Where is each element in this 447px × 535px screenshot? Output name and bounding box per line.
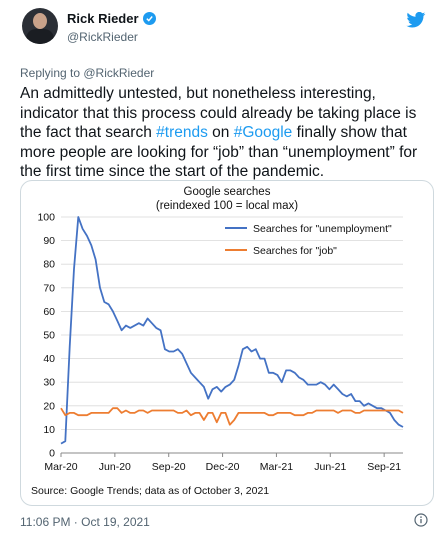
chart-gridlines bbox=[61, 216, 403, 430]
series-unemployment-line bbox=[60, 216, 404, 445]
legend-label: Searches for "unemployment" bbox=[253, 223, 392, 235]
y-tick-label: 10 bbox=[43, 424, 55, 436]
chart-image[interactable]: Google searches (reindexed 100 = local m… bbox=[20, 180, 434, 506]
y-tick-label: 20 bbox=[43, 400, 55, 412]
y-tick-label: 80 bbox=[43, 259, 55, 271]
author-name-line[interactable]: Rick Rieder bbox=[67, 11, 156, 26]
twitter-bird-icon[interactable] bbox=[406, 12, 426, 28]
avatar[interactable] bbox=[22, 8, 58, 44]
legend-label: Searches for "job" bbox=[253, 245, 337, 257]
avatar-suit bbox=[26, 29, 54, 44]
x-tick-label: Jun-21 bbox=[314, 461, 346, 473]
chart-subtitle: (reindexed 100 = local max) bbox=[156, 200, 298, 212]
series-job-line bbox=[60, 407, 404, 426]
y-tick-label: 60 bbox=[43, 306, 55, 318]
chart-series bbox=[60, 216, 404, 445]
chart-legend: Searches for "unemployment" Searches for … bbox=[225, 223, 392, 257]
chart-source: Source: Google Trends; data as of Octobe… bbox=[31, 485, 269, 497]
author-name[interactable]: Rick Rieder bbox=[67, 11, 139, 26]
x-tick-label: Sep-21 bbox=[367, 461, 401, 473]
x-tick-label: Sep-20 bbox=[152, 461, 186, 473]
y-tick-label: 0 bbox=[49, 448, 55, 460]
x-tick-label: Jun-20 bbox=[99, 461, 131, 473]
y-tick-label: 100 bbox=[37, 212, 55, 224]
verified-badge-icon bbox=[142, 12, 156, 25]
x-tick-label: Mar-20 bbox=[44, 461, 77, 473]
y-tick-label: 40 bbox=[43, 353, 55, 365]
tweet-text-part: finally show that more people are lookin… bbox=[20, 124, 418, 181]
tweet-text-part: on bbox=[207, 124, 234, 142]
chart-title: Google searches bbox=[184, 186, 271, 198]
x-tick-label: Mar-21 bbox=[260, 461, 293, 473]
info-icon[interactable] bbox=[414, 513, 428, 527]
tweet-text-part: An admittedly untested, but nonetheless … bbox=[20, 85, 417, 142]
replying-to[interactable]: Replying to @RickRieder bbox=[20, 66, 155, 80]
tweet-text: An admittedly untested, but nonetheless … bbox=[20, 84, 432, 182]
y-tick-label: 30 bbox=[43, 377, 55, 389]
hashtag-trends-link[interactable]: #trends bbox=[156, 124, 208, 142]
y-tick-label: 90 bbox=[43, 235, 55, 247]
hashtag-google-link[interactable]: #Google bbox=[233, 124, 293, 142]
tweet-timestamp[interactable]: 11:06 PM · Oct 19, 2021 bbox=[20, 515, 150, 529]
y-tick-label: 70 bbox=[43, 282, 55, 294]
line-chart: Google searches (reindexed 100 = local m… bbox=[31, 186, 404, 497]
x-tick-label: Dec-20 bbox=[206, 461, 240, 473]
y-tick-label: 50 bbox=[43, 330, 55, 342]
author-handle[interactable]: @RickRieder bbox=[67, 30, 138, 44]
avatar-face bbox=[33, 13, 47, 29]
chart-axes: 0 10 20 30 40 50 60 70 80 90 100 Mar-20 Jun-20 Sep-20… bbox=[37, 212, 403, 473]
